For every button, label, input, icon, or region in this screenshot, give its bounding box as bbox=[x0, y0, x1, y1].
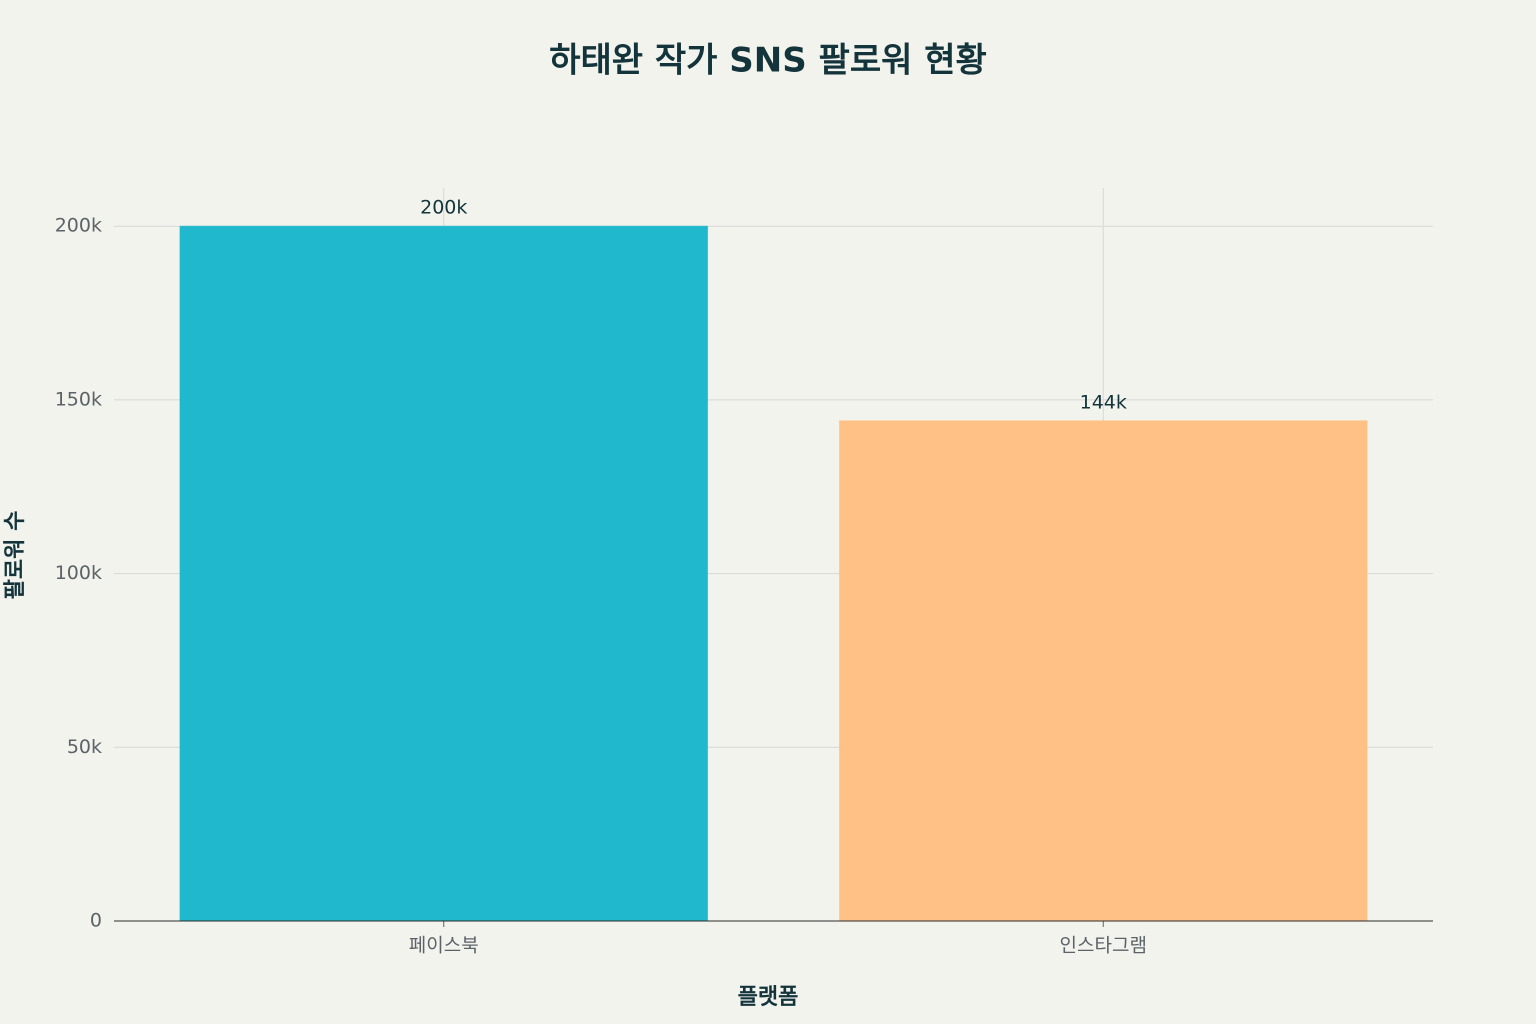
value-label: 200k bbox=[420, 197, 467, 219]
y-tick-label: 200k bbox=[55, 215, 102, 237]
y-tick-label: 0 bbox=[90, 910, 102, 932]
bar bbox=[179, 225, 709, 922]
bar bbox=[838, 420, 1368, 922]
y-tick-label: 100k bbox=[55, 562, 102, 584]
value-label: 144k bbox=[1080, 391, 1127, 413]
x-tick-label: 페이스북 bbox=[409, 935, 479, 957]
y-tick-label: 150k bbox=[55, 388, 102, 410]
y-axis-title: 팔로워 수 bbox=[3, 511, 28, 600]
x-axis-title: 플랫폼 bbox=[738, 985, 799, 1010]
x-tick-label: 인스타그램 bbox=[1060, 935, 1147, 957]
chart-title: 하태완 작가 SNS 팔로워 현황 bbox=[549, 41, 987, 81]
y-tick-label: 50k bbox=[67, 736, 102, 758]
